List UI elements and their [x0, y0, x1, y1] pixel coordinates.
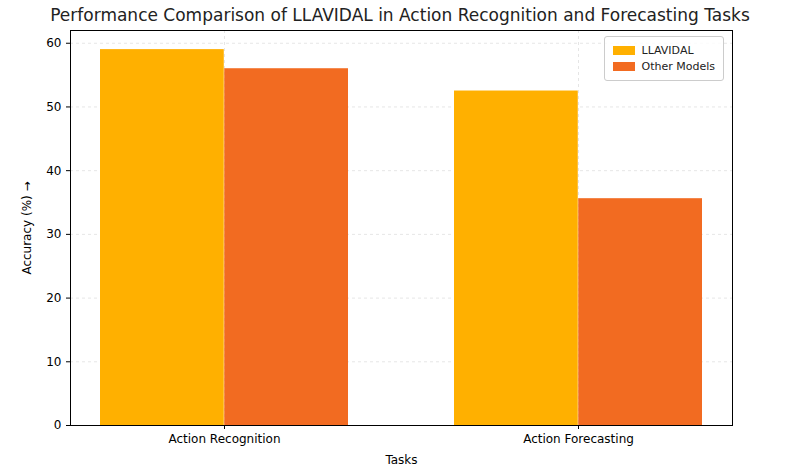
html-text:LLAVIDAL: LLAVIDAL	[641, 44, 694, 57]
svg-text:Action Forecasting: Action Forecasting	[523, 432, 634, 446]
svg-text:Action Recognition: Action Recognition	[168, 432, 280, 446]
svg-text:60: 60	[46, 36, 61, 50]
svg-text:Accuracy (%) →: Accuracy (%) →	[20, 181, 34, 274]
svg-text:Tasks: Tasks	[384, 453, 417, 467]
svg-text:0: 0	[54, 418, 62, 432]
svg-text:20: 20	[46, 291, 61, 305]
html-text:Performance Comparison of LLAV: Performance Comparison of LLAVIDAL in Ac…	[50, 5, 750, 25]
svg-text:40: 40	[46, 164, 61, 178]
svg-text:10: 10	[46, 355, 61, 369]
html-text:Other Models: Other Models	[641, 60, 715, 73]
svg-text:50: 50	[46, 100, 61, 114]
svg-text:30: 30	[46, 227, 61, 241]
